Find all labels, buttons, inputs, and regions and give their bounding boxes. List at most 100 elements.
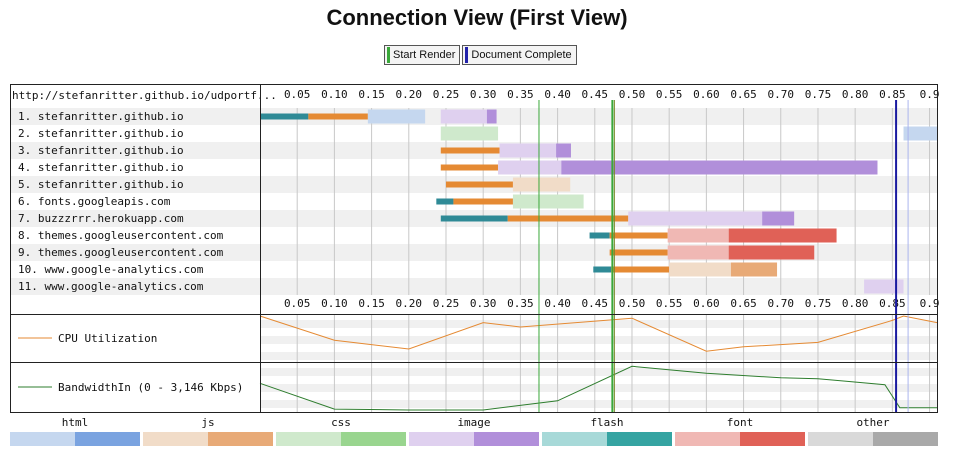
- legend-swatch-light: [675, 432, 740, 446]
- x-tick-label-top: 0.75: [805, 88, 832, 101]
- request-label: 7. buzzzrrr.herokuapp.com: [18, 212, 184, 225]
- request-bar-font: [728, 245, 815, 260]
- graph-stripe: [260, 352, 937, 360]
- row-stripe: [11, 278, 937, 295]
- x-tick-label-bottom: 0.50: [619, 297, 646, 310]
- request-bar-ssl: [589, 232, 610, 239]
- x-tick-label-bottom: 0.75: [805, 297, 832, 310]
- request-bar-ssl: [593, 266, 612, 273]
- legend-swatch-dark: [75, 432, 140, 446]
- x-tick-label-top: 0.05: [284, 88, 311, 101]
- request-bar-dns: [445, 181, 513, 188]
- legend-swatch-dark: [740, 432, 805, 446]
- legend-label: js: [201, 416, 215, 429]
- x-tick-label-top: 0.15: [358, 88, 385, 101]
- legend-swatch: [143, 432, 273, 446]
- legend-swatch-light: [808, 432, 873, 446]
- bandwidth-series-line: [259, 365, 937, 411]
- chart-border: [10, 84, 938, 413]
- x-tick-label-top: 0.60: [693, 88, 720, 101]
- request-bar-image: [762, 211, 795, 226]
- legend-swatch: [675, 432, 805, 446]
- request-bar-image-light: [628, 211, 763, 226]
- legend-swatch-light: [276, 432, 341, 446]
- x-tick-label-bottom: 0.05: [284, 297, 311, 310]
- request-bar-ssl: [436, 198, 454, 205]
- legend-swatch-light: [542, 432, 607, 446]
- legend-label: html: [61, 416, 89, 429]
- document-complete-label: Document Complete: [471, 49, 572, 61]
- x-tick-label-bottom: 0.80: [842, 297, 869, 310]
- request-bar-dns: [453, 198, 513, 205]
- request-label: 8. themes.googleusercontent.com: [18, 229, 224, 242]
- x-tick-label-bottom: 0.60: [693, 297, 720, 310]
- x-tick-label-bottom: 0.85: [879, 297, 906, 310]
- x-tick-label-top: 0.9: [920, 88, 940, 101]
- request-bar-dns: [609, 232, 668, 239]
- x-tick-label-top: 0.85: [879, 88, 906, 101]
- request-bar-image: [561, 160, 878, 175]
- legend-swatch: [10, 432, 140, 446]
- legend-swatch-light: [10, 432, 75, 446]
- request-label: 2. stefanritter.github.io: [18, 127, 184, 140]
- legend-item-other: other: [808, 415, 938, 449]
- url-header: http://stefanritter.github.io/udportf...: [12, 89, 277, 102]
- graph-stripe: [260, 400, 937, 408]
- x-tick-label-top: 0.35: [507, 88, 534, 101]
- start-render-label: Start Render: [393, 49, 456, 61]
- timing-key: Start Render Document Complete: [384, 45, 577, 65]
- request-bar-ssl: [440, 215, 508, 222]
- request-label: 10. www.google-analytics.com: [18, 263, 204, 276]
- legend-swatch-light: [409, 432, 474, 446]
- request-label: 6. fonts.googleapis.com: [18, 195, 171, 208]
- legend-swatch-dark: [607, 432, 672, 446]
- start-render-key: Start Render: [384, 45, 461, 65]
- request-bar-js-light: [512, 177, 571, 192]
- start-render-swatch: [387, 47, 390, 63]
- legend-swatch-dark: [474, 432, 539, 446]
- legend-swatch-dark: [873, 432, 938, 446]
- request-bar-image-light: [440, 109, 487, 124]
- legend-label: other: [856, 416, 890, 429]
- request-bar-js: [730, 262, 778, 277]
- x-tick-label-bottom: 0.20: [396, 297, 423, 310]
- request-label: 11. www.google-analytics.com: [18, 280, 204, 293]
- graph-stripe: [260, 368, 937, 376]
- bandwidth-label: BandwidthIn (0 - 3,146 Kbps): [58, 381, 243, 394]
- request-bar-image: [556, 143, 571, 158]
- x-tick-label-top: 0.40: [544, 88, 571, 101]
- x-tick-label-top: 0.10: [321, 88, 348, 101]
- legend-item-js: js: [143, 415, 273, 449]
- request-bar-css-light: [512, 194, 584, 209]
- request-bar-js-light: [669, 262, 731, 277]
- request-label: 9. themes.googleusercontent.com: [18, 246, 224, 259]
- request-bar-image: [486, 109, 497, 124]
- legend-item-image: image: [409, 415, 539, 449]
- x-tick-label-top: 0.45: [582, 88, 609, 101]
- legend-item-font: font: [675, 415, 805, 449]
- legend-label: css: [331, 416, 351, 429]
- request-bar-dns: [440, 147, 500, 154]
- x-tick-label-top: 0.55: [656, 88, 683, 101]
- request-bar-font: [728, 228, 837, 243]
- request-bar-font-light: [667, 245, 729, 260]
- x-tick-label-bottom: 0.40: [544, 297, 571, 310]
- x-tick-label-bottom: 0.65: [730, 297, 757, 310]
- x-tick-label-top: 0.70: [768, 88, 795, 101]
- request-bar-dns: [609, 249, 668, 256]
- x-tick-label-top: 0.25: [433, 88, 460, 101]
- x-tick-label-bottom: 0.25: [433, 297, 460, 310]
- legend-label: flash: [590, 416, 624, 429]
- document-complete-key: Document Complete: [462, 45, 577, 65]
- graph-stripe: [260, 336, 937, 344]
- x-tick-label-bottom: 0.70: [768, 297, 795, 310]
- legend-item-html: html: [10, 415, 140, 449]
- graph-stripe: [260, 320, 937, 328]
- request-bar-dns: [507, 215, 629, 222]
- x-tick-label-top: 0.50: [619, 88, 646, 101]
- x-tick-label-bottom: 0.45: [582, 297, 609, 310]
- x-tick-label-bottom: 0.30: [470, 297, 497, 310]
- page-title: Connection View (First View): [326, 5, 628, 30]
- x-tick-label-top: 0.20: [396, 88, 423, 101]
